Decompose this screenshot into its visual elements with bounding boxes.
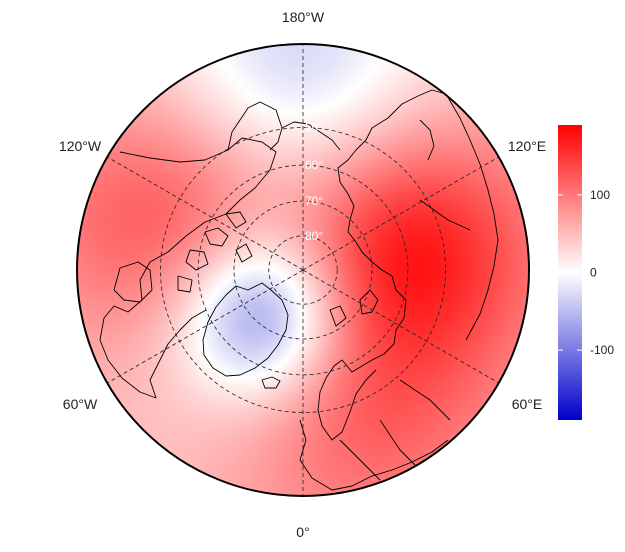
colorbar-tick-label: 100 <box>590 188 610 202</box>
colorbar-ticks: 100 0 -100 <box>558 188 614 357</box>
lat-label: 60° <box>305 158 323 172</box>
meridian-line <box>302 269 499 384</box>
lon-label-180w: 180°W <box>282 9 325 25</box>
hudson-bay <box>113 261 153 303</box>
lat-circle <box>160 127 446 413</box>
lat-label: 80° <box>305 229 323 243</box>
meridian-line <box>302 156 499 271</box>
lat-label: 70° <box>305 194 323 208</box>
latitude-labels: 50° 60° 70° 80° <box>305 121 323 243</box>
lat-circle <box>268 235 338 305</box>
scandinavia-coast <box>317 369 377 441</box>
alaska-coast <box>227 101 283 151</box>
iceland-coast <box>261 376 281 389</box>
north-america-coast <box>99 137 277 399</box>
colorbar: 100 0 -100 <box>558 125 614 420</box>
map-outline <box>76 43 530 497</box>
graticule <box>107 44 499 496</box>
lon-label-60w: 60°W <box>63 396 98 412</box>
lat-circle <box>197 164 409 376</box>
lon-label-60e: 60°E <box>512 396 543 412</box>
eurasia-coast <box>325 89 447 379</box>
greenland-coast <box>202 282 289 377</box>
lat-label: 50° <box>305 121 323 135</box>
lat-circle <box>233 200 373 340</box>
meridian-line <box>107 156 304 271</box>
japan-coast <box>419 119 435 161</box>
colorbar-tick-label: 0 <box>590 266 597 280</box>
lon-label-120w: 120°W <box>59 138 102 154</box>
europe-coast <box>299 419 449 491</box>
lon-label-0: 0° <box>296 524 309 540</box>
colorbar-tick-label: -100 <box>590 343 614 357</box>
asia-borders <box>339 93 499 481</box>
coastlines <box>99 89 499 491</box>
canada-archipelago <box>177 211 253 293</box>
lon-label-120e: 120°E <box>508 138 546 154</box>
meridian-line <box>107 269 304 384</box>
